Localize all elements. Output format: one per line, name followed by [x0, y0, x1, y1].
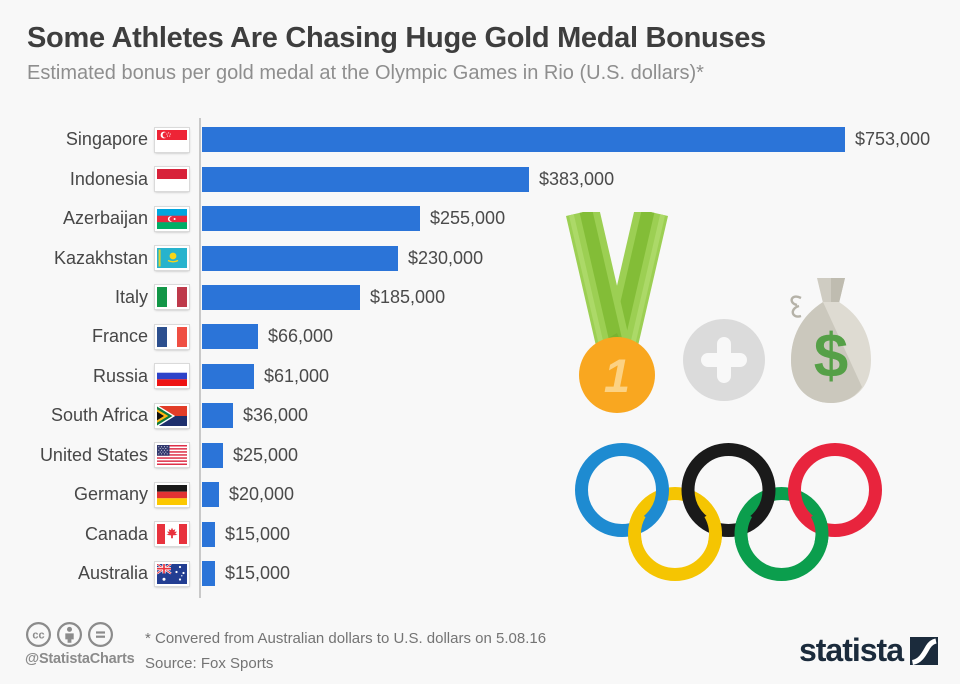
- flag-fr-icon: [154, 323, 190, 350]
- country-label: Azerbaijan: [62, 208, 148, 229]
- statista-wordmark: statista: [798, 632, 904, 668]
- bar-wrap: $66,000: [202, 324, 334, 350]
- flag-za-icon: [154, 402, 190, 429]
- bar-value: $230,000: [408, 247, 484, 268]
- country-label: Singapore: [65, 129, 148, 150]
- bar: [202, 442, 223, 468]
- gold-medal-icon: 1: [565, 212, 669, 413]
- bar-value: $66,000: [268, 326, 334, 347]
- bar: [202, 363, 254, 389]
- footnote-block: * Convered from Australian dollars to U.…: [145, 626, 546, 676]
- cc-equal-icon: [88, 622, 113, 647]
- bar-wrap: $753,000: [202, 127, 931, 153]
- chart-row: Canada $15,000: [28, 514, 658, 553]
- country-label: Kazakhstan: [53, 247, 148, 268]
- bar-chart: Singapore $753,000 Indonesia $383,000 Az…: [28, 118, 930, 598]
- country-label: Canada: [84, 523, 148, 544]
- page-subtitle: Estimated bonus per gold medal at the Ol…: [27, 62, 704, 84]
- bar-wrap: $25,000: [202, 442, 299, 468]
- bar-value: $383,000: [539, 168, 615, 189]
- chart-row: France $66,000: [28, 317, 658, 356]
- bar-wrap: $20,000: [202, 482, 295, 508]
- country-label: Australia: [77, 563, 148, 584]
- bar: [202, 206, 420, 232]
- bar-wrap: $383,000: [202, 166, 615, 192]
- bar-value: $36,000: [243, 405, 309, 426]
- bar-wrap: $15,000: [202, 561, 291, 587]
- bar-value: $753,000: [855, 129, 931, 150]
- flag-us-icon: [154, 442, 190, 469]
- chart-row: Azerbaijan $255,000: [28, 199, 658, 238]
- flag-az-icon: [154, 205, 190, 232]
- country-label: Indonesia: [69, 168, 148, 189]
- bar: [202, 561, 215, 587]
- flag-id-icon: [154, 166, 190, 193]
- bar-value: $185,000: [370, 286, 446, 307]
- country-label: Germany: [73, 484, 148, 505]
- bar-wrap: $15,000: [202, 521, 291, 547]
- creative-commons-block: cc @StatistaCharts: [25, 621, 140, 667]
- bar: [202, 324, 258, 350]
- chart-row: Indonesia $383,000: [28, 159, 658, 198]
- cc-license-icon: cc: [26, 622, 51, 647]
- flag-it-icon: [154, 284, 190, 311]
- bag-string: [790, 295, 802, 307]
- svg-text:cc: cc: [32, 629, 44, 641]
- footnote-text: * Convered from Australian dollars to U.…: [145, 630, 547, 647]
- bar: [202, 403, 233, 429]
- bar-value: $255,000: [430, 208, 506, 229]
- chart-row: Kazakhstan $230,000: [28, 238, 658, 277]
- bar-value: $15,000: [225, 523, 291, 544]
- dollar-sign: $: [814, 322, 848, 391]
- bar: [202, 166, 529, 192]
- flag-de-icon: [154, 481, 190, 508]
- source-text: Source: Fox Sports: [145, 655, 274, 672]
- chart-row: Russia $61,000: [28, 357, 658, 396]
- bar: [202, 245, 398, 271]
- statista-logo-icon: [910, 636, 938, 665]
- olympic-rings-icon: [575, 443, 882, 581]
- chart-row: Italy $185,000: [28, 278, 658, 317]
- bar: [202, 482, 219, 508]
- plus-icon: [683, 319, 765, 401]
- chart-row: South Africa $36,000: [28, 396, 658, 435]
- bar-wrap: $185,000: [202, 284, 446, 310]
- chart-row: United States $25,000: [28, 436, 658, 475]
- bar-value: $15,000: [225, 563, 291, 584]
- bar-value: $25,000: [233, 444, 299, 465]
- bar-wrap: $255,000: [202, 206, 506, 232]
- flag-au-icon: [154, 560, 190, 587]
- bar-wrap: $230,000: [202, 245, 484, 271]
- flag-kz-icon: [154, 245, 190, 272]
- country-label: South Africa: [50, 405, 148, 426]
- bar-value: $61,000: [264, 365, 330, 386]
- flag-ru-icon: [154, 363, 190, 390]
- medal-rank-number: 1: [604, 349, 630, 402]
- statista-charts-handle: @StatistaCharts: [25, 651, 135, 667]
- chart-axis: [199, 118, 201, 598]
- chart-row: Australia $15,000: [28, 554, 658, 593]
- page-title: Some Athletes Are Chasing Huge Gold Meda…: [27, 22, 766, 54]
- money-bag-icon: $: [790, 278, 871, 403]
- bar: [202, 127, 845, 153]
- country-label: France: [91, 326, 148, 347]
- flag-sg-icon: [154, 126, 190, 153]
- chart-row: Germany $20,000: [28, 475, 658, 514]
- flag-ca-icon: [154, 521, 190, 548]
- bar: [202, 284, 360, 310]
- cc-attribution-icon: [57, 622, 82, 647]
- bar-value: $20,000: [229, 484, 295, 505]
- country-label: Russia: [92, 365, 148, 386]
- bar-wrap: $36,000: [202, 403, 309, 429]
- chart-row: Singapore $753,000: [28, 120, 930, 159]
- bar: [202, 521, 215, 547]
- country-label: United States: [39, 444, 148, 465]
- bar-rows: Singapore $753,000 Indonesia $383,000 Az…: [28, 120, 930, 593]
- country-label: Italy: [114, 286, 148, 307]
- statista-logo: statista: [799, 632, 938, 669]
- bar-wrap: $61,000: [202, 363, 330, 389]
